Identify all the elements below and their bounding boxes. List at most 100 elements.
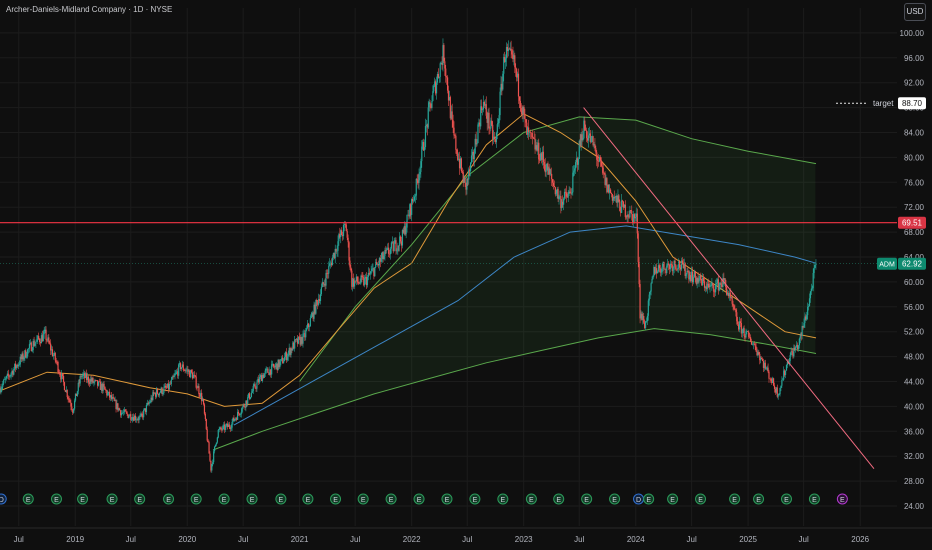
- earnings-event-marker[interactable]: E: [106, 493, 118, 505]
- event-marker-circle[interactable]: [729, 493, 741, 505]
- time-axis[interactable]: Jul 2019 Jul 2020 Jul 2021 Jul 2022 Jul 2023 Jul 20…: [0, 527, 932, 544]
- event-marker-circle[interactable]: [497, 493, 509, 505]
- earnings-event-marker[interactable]: E: [609, 493, 621, 505]
- candle-body: [448, 97, 451, 101]
- event-marker-circle[interactable]: [134, 493, 146, 505]
- event-marker-circle[interactable]: [441, 493, 453, 505]
- candle-body: [100, 383, 102, 390]
- earnings-event-marker[interactable]: E: [22, 493, 34, 505]
- time-tick-label: Jul: [350, 535, 360, 544]
- event-marker-circle[interactable]: [190, 493, 202, 505]
- time-tick-label: Jul: [14, 535, 24, 544]
- event-marker-circle[interactable]: [469, 493, 481, 505]
- event-marker-circle[interactable]: [246, 493, 258, 505]
- earnings-event-marker[interactable]: E: [218, 493, 230, 505]
- earnings-event-marker[interactable]: E: [163, 493, 175, 505]
- candle-body: [434, 81, 436, 86]
- candle-body: [760, 358, 762, 361]
- earnings-event-marker[interactable]: E: [808, 493, 820, 505]
- earnings-event-marker[interactable]: E: [753, 493, 765, 505]
- candle-body: [489, 128, 491, 129]
- earnings-event-marker[interactable]: E: [780, 493, 792, 505]
- candle-body: [619, 201, 621, 211]
- event-marker-circle[interactable]: [753, 493, 765, 505]
- earnings-event-marker[interactable]: E: [190, 493, 202, 505]
- event-marker-circle[interactable]: [581, 493, 593, 505]
- candle-body: [685, 274, 687, 276]
- event-marker-circle[interactable]: [330, 493, 342, 505]
- price-tick-label: 64.00: [904, 253, 925, 262]
- candle-body: [472, 151, 474, 160]
- earnings-event-marker[interactable]: E: [469, 493, 481, 505]
- candle-body: [231, 422, 233, 428]
- earnings-event-marker[interactable]: E: [729, 493, 741, 505]
- event-marker-circle[interactable]: [780, 493, 792, 505]
- candle-body: [169, 383, 171, 385]
- candle-body: [464, 177, 466, 183]
- earnings-event-marker[interactable]: E: [525, 493, 537, 505]
- currency-button[interactable]: USD: [904, 3, 926, 21]
- event-marker-circle[interactable]: [50, 493, 62, 505]
- earnings-event-marker[interactable]: E: [77, 493, 89, 505]
- event-marker-circle[interactable]: [22, 493, 34, 505]
- candle-body: [237, 411, 239, 420]
- candle-body: [326, 272, 328, 274]
- candle-body: [31, 349, 33, 352]
- candle-body: [531, 133, 533, 138]
- earnings-event-marker[interactable]: E: [413, 493, 425, 505]
- event-marker-circle[interactable]: [836, 493, 848, 505]
- earnings-event-marker[interactable]: E: [357, 493, 369, 505]
- candle-body: [39, 341, 42, 344]
- price-axis[interactable]: 24.00 28.00 32.00 36.00 40.00 44.00 48.00 52.00…: [877, 29, 926, 511]
- event-marker-circle[interactable]: [525, 493, 537, 505]
- earnings-event-marker[interactable]: E: [385, 493, 397, 505]
- event-marker-circle[interactable]: [77, 493, 89, 505]
- candle-body: [628, 216, 630, 218]
- event-marker-circle[interactable]: [643, 493, 655, 505]
- earnings-event-marker[interactable]: E: [836, 493, 848, 505]
- candle-body: [516, 68, 518, 78]
- candle-body: [195, 376, 197, 388]
- earnings-event-marker[interactable]: E: [695, 493, 707, 505]
- candle-body: [88, 382, 90, 384]
- event-marker-circle[interactable]: [553, 493, 565, 505]
- earnings-event-marker[interactable]: E: [330, 493, 342, 505]
- earnings-event-marker[interactable]: E: [643, 493, 655, 505]
- candle-body: [130, 414, 132, 420]
- event-marker-circle[interactable]: [302, 493, 314, 505]
- earnings-event-marker[interactable]: E: [667, 493, 679, 505]
- earnings-event-marker[interactable]: E: [581, 493, 593, 505]
- event-marker-circle[interactable]: [218, 493, 230, 505]
- earnings-event-marker[interactable]: E: [275, 493, 287, 505]
- dividend-event-marker[interactable]: D: [0, 493, 7, 505]
- event-marker-circle[interactable]: [667, 493, 679, 505]
- candle-body: [375, 262, 377, 268]
- earnings-event-marker[interactable]: E: [553, 493, 565, 505]
- event-marker-circle[interactable]: [0, 493, 7, 505]
- event-marker-circle[interactable]: [808, 493, 820, 505]
- event-marker-circle[interactable]: [275, 493, 287, 505]
- candle-body: [333, 252, 335, 259]
- event-marker-circle[interactable]: [385, 493, 397, 505]
- event-marker-circle[interactable]: [695, 493, 707, 505]
- dividend-event-marker[interactable]: D: [633, 493, 645, 505]
- event-marker-circle[interactable]: [163, 493, 175, 505]
- candle-body: [158, 392, 160, 396]
- event-marker-letter: E: [556, 497, 561, 504]
- earnings-event-marker[interactable]: E: [441, 493, 453, 505]
- event-marker-circle[interactable]: [413, 493, 425, 505]
- candle-body: [155, 393, 157, 397]
- earnings-event-marker[interactable]: E: [134, 493, 146, 505]
- candle-body: [365, 276, 368, 286]
- event-marker-circle[interactable]: [106, 493, 118, 505]
- earnings-event-marker[interactable]: E: [50, 493, 62, 505]
- earnings-event-marker[interactable]: E: [246, 493, 258, 505]
- event-marker-circle[interactable]: [357, 493, 369, 505]
- downtrend-line[interactable]: [583, 107, 875, 469]
- event-marker-circle[interactable]: [609, 493, 621, 505]
- earnings-event-marker[interactable]: E: [302, 493, 314, 505]
- candle-body: [106, 390, 108, 396]
- earnings-event-marker[interactable]: E: [497, 493, 509, 505]
